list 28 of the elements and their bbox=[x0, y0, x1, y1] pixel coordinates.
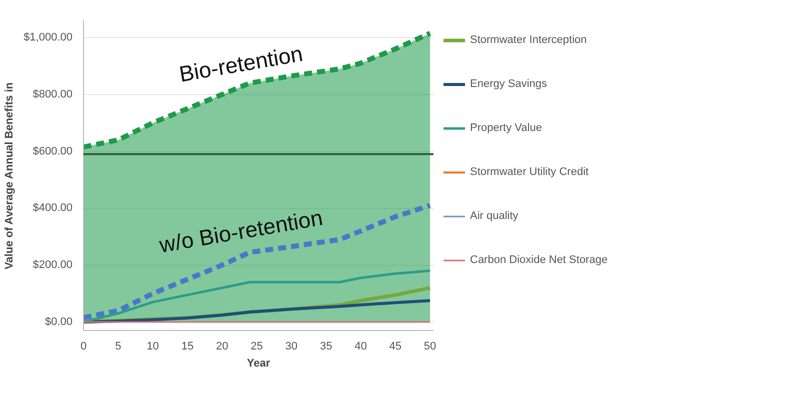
legend-label: Property Value bbox=[470, 122, 542, 134]
x-tick-label: 5 bbox=[115, 340, 122, 352]
y-tick-label: $0.00 bbox=[44, 316, 73, 328]
legend-label: Energy Savings bbox=[470, 78, 548, 90]
y-tick-label: $800.00 bbox=[32, 88, 73, 100]
y-tick-label: $600.00 bbox=[32, 145, 73, 158]
line-series bbox=[84, 270, 432, 324]
annotation: w/o Bio-retention bbox=[156, 205, 324, 258]
legend-label: Stormwater Utility Credit bbox=[470, 166, 589, 178]
y-tick-label: $1,000.00 bbox=[24, 32, 72, 44]
x-axis-title: Year bbox=[246, 358, 271, 370]
x-tick-label: 20 bbox=[216, 340, 228, 352]
x-tick-label: 15 bbox=[181, 340, 194, 352]
x-tick-label: 40 bbox=[354, 340, 367, 352]
legend-label: Carbon Dioxide Net Storage bbox=[470, 254, 608, 266]
y-axis-title: Value of Average Annual Benefits in bbox=[4, 82, 16, 270]
annotation: Bio-retention bbox=[177, 41, 305, 87]
legend-label: Stormwater Interception bbox=[470, 34, 587, 46]
x-tick-label: 10 bbox=[146, 340, 159, 352]
x-tick-label: 0 bbox=[80, 340, 87, 352]
x-tick-label: 35 bbox=[320, 340, 332, 352]
y-tick-label: $400.00 bbox=[32, 202, 73, 214]
x-tick-label: 50 bbox=[424, 340, 436, 352]
y-tick-label: $200.00 bbox=[32, 259, 73, 272]
x-tick-label: 25 bbox=[250, 340, 263, 352]
x-tick-label: 30 bbox=[285, 340, 298, 352]
x-tick-label: 45 bbox=[389, 340, 402, 352]
legend-label: Air quality bbox=[470, 210, 518, 222]
